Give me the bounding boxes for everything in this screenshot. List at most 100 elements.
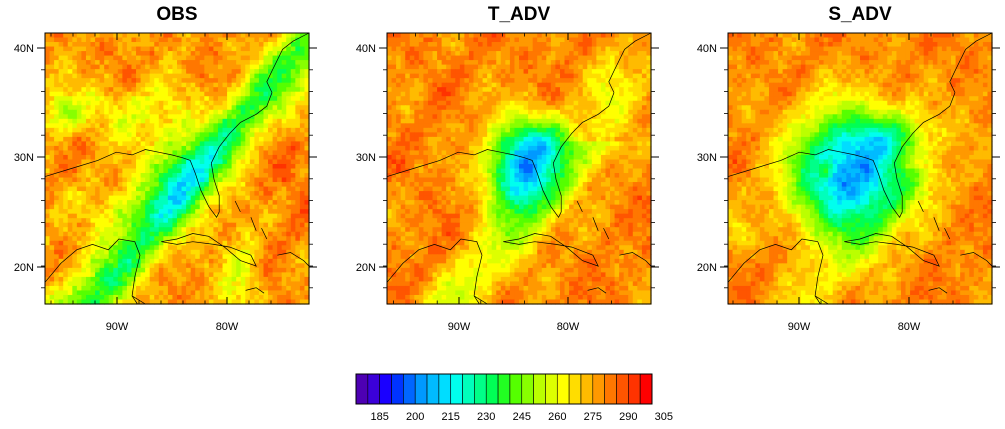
heatmap-cell: [177, 69, 183, 75]
heatmap-cell: [482, 105, 488, 111]
heatmap-cell: [158, 285, 164, 292]
heatmap-cell: [45, 285, 51, 292]
heatmap-cell: [99, 105, 105, 111]
heatmap-cell: [90, 285, 96, 292]
heatmap-cell: [49, 114, 55, 120]
heatmap-cell: [99, 154, 105, 161]
heatmap-cell: [90, 60, 96, 66]
heatmap-cell: [140, 132, 146, 138]
heatmap-cell: [263, 105, 269, 111]
heatmap-cell: [85, 91, 92, 97]
heatmap-cell: [299, 141, 306, 147]
heatmap-cell: [104, 245, 110, 251]
heatmap-cell: [76, 191, 83, 197]
heatmap-cell: [217, 127, 224, 133]
heatmap-cell: [204, 42, 210, 48]
heatmap-cell: [641, 118, 648, 124]
heatmap-cell: [76, 73, 83, 79]
heatmap-cell: [172, 177, 178, 183]
heatmap-cell: [245, 294, 251, 301]
heatmap-cell: [541, 91, 547, 97]
heatmap-cell: [122, 267, 128, 273]
heatmap-cell: [254, 249, 260, 255]
heatmap-cell: [254, 42, 260, 48]
heatmap-cell: [418, 127, 425, 133]
heatmap-cell: [272, 159, 278, 165]
heatmap-cell: [523, 51, 529, 57]
heatmap-cell: [268, 195, 274, 201]
heatmap-cell: [281, 245, 287, 251]
heatmap-cell: [222, 51, 228, 57]
heatmap-cell: [54, 218, 60, 224]
heatmap-cell: [245, 109, 251, 115]
heatmap-cell: [90, 245, 96, 251]
heatmap-cell: [213, 204, 219, 210]
heatmap-cell: [509, 123, 516, 129]
heatmap-cell: [186, 249, 192, 255]
heatmap-cell: [258, 46, 265, 52]
heatmap-cell: [528, 64, 534, 70]
heatmap-cell: [190, 37, 196, 43]
heatmap-cell: [154, 132, 160, 138]
heatmap-cell: [222, 150, 228, 156]
heatmap-cell: [258, 64, 265, 70]
heatmap-cell: [131, 168, 137, 174]
heatmap-cell: [304, 154, 310, 161]
heatmap-cell: [63, 42, 69, 48]
heatmap-cell: [181, 150, 187, 156]
heatmap-cell: [573, 82, 579, 88]
heatmap-cell: [154, 231, 160, 237]
heatmap-cell: [240, 294, 246, 301]
heatmap-cell: [90, 240, 96, 246]
heatmap-cell: [72, 218, 78, 224]
heatmap-cell: [299, 42, 306, 48]
heatmap-cell: [437, 64, 443, 70]
heatmap-cell: [281, 87, 287, 93]
heatmap-cell: [54, 240, 60, 246]
heatmap-cell: [108, 213, 114, 219]
heatmap-cell: [72, 294, 78, 301]
heatmap-cell: [263, 37, 269, 43]
heatmap-cell: [245, 82, 251, 88]
heatmap-cell: [249, 127, 255, 133]
heatmap-cell: [85, 249, 92, 255]
heatmap-cell: [290, 91, 296, 97]
heatmap-cell: [519, 55, 525, 61]
heatmap-cell: [459, 55, 465, 61]
heatmap-cell: [619, 46, 625, 52]
heatmap-cell: [286, 60, 292, 66]
heatmap-cell: [646, 100, 652, 106]
heatmap-cell: [478, 127, 484, 133]
heatmap-cell: [596, 127, 602, 133]
heatmap-cell: [99, 100, 105, 106]
heatmap-cell: [254, 236, 260, 242]
heatmap-cell: [623, 105, 629, 111]
heatmap-cell: [614, 69, 620, 75]
heatmap-cell: [117, 294, 123, 301]
heatmap-cell: [67, 87, 73, 93]
heatmap-cell: [122, 204, 128, 210]
heatmap-cell: [610, 55, 616, 61]
heatmap-cell: [299, 154, 306, 161]
heatmap-cell: [286, 78, 292, 84]
heatmap-cell: [304, 37, 310, 43]
heatmap-cell: [464, 136, 470, 142]
heatmap-cell: [99, 231, 105, 237]
heatmap-cell: [181, 132, 187, 138]
heatmap-cell: [459, 127, 465, 133]
heatmap-cell: [204, 136, 210, 142]
heatmap-cell: [117, 132, 123, 138]
heatmap-cell: [204, 272, 210, 278]
heatmap-cell: [559, 69, 566, 75]
heatmap-cell: [240, 109, 246, 115]
heatmap-cell: [391, 114, 397, 120]
heatmap-cell: [217, 177, 224, 183]
heatmap-cell: [99, 182, 105, 188]
heatmap-cell: [113, 182, 119, 188]
heatmap-cell: [72, 254, 78, 260]
heatmap-cell: [295, 231, 301, 237]
heatmap-cell: [414, 64, 420, 70]
heatmap-cell: [117, 136, 123, 142]
heatmap-cell: [537, 55, 543, 61]
heatmap-cell: [117, 73, 123, 79]
